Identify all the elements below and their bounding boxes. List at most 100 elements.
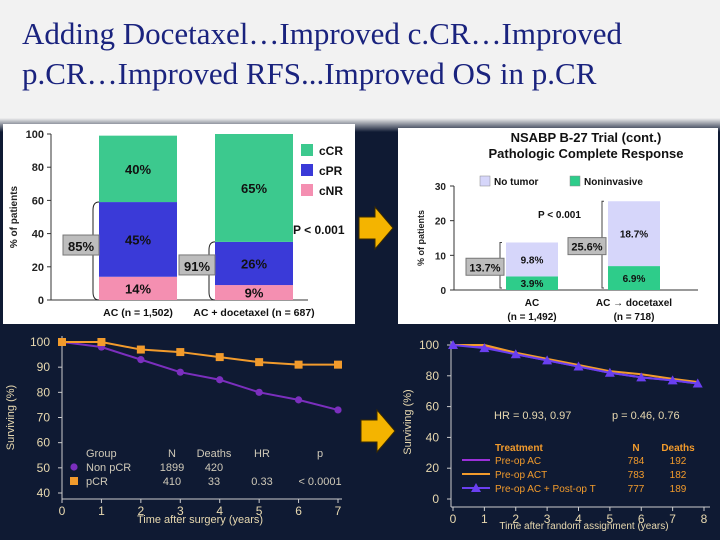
x-category-label: AC (n = 1,502) xyxy=(103,307,173,319)
x-category-sublabel: (n = 1,492) xyxy=(507,312,556,323)
x-tick-label: 3 xyxy=(544,512,551,526)
bar-segment xyxy=(608,201,660,267)
legend-swatch xyxy=(479,175,491,187)
data-point xyxy=(294,396,303,404)
pathologic-response-chart: NSABP B-27 Trial (cont.)Pathologic Compl… xyxy=(398,128,718,324)
bar-segment-cnr xyxy=(99,276,177,300)
table-header: Deaths xyxy=(661,443,695,454)
table-cell: 420 xyxy=(205,462,223,474)
table-cell: Pre-op ACT xyxy=(495,470,547,481)
x-tick-label: 0 xyxy=(450,512,457,526)
x-tick-label: 4 xyxy=(575,512,582,526)
legend-swatch xyxy=(301,184,313,196)
y-tick-label: 10 xyxy=(435,251,447,262)
bar-segment-ccr xyxy=(99,135,177,203)
table-cell: 192 xyxy=(670,456,687,467)
legend-label: No tumor xyxy=(494,177,539,188)
chart-background xyxy=(398,128,718,324)
data-point xyxy=(510,349,521,359)
data-point xyxy=(58,338,66,346)
data-point xyxy=(636,372,647,382)
table-cell: Pre-op AC xyxy=(495,456,541,467)
bar-data-label: 18.7% xyxy=(620,230,648,241)
x-axis-label: Time after surgery (years) xyxy=(137,514,263,526)
chart-background xyxy=(3,124,355,324)
y-tick-label: 0 xyxy=(38,295,44,307)
data-point xyxy=(137,356,145,364)
series-line xyxy=(62,341,338,366)
table-header: Deaths xyxy=(197,448,232,460)
legend-marker xyxy=(471,483,481,492)
bar-data-label: 65% xyxy=(241,181,267,196)
x-tick-label: 7 xyxy=(335,504,342,518)
data-point xyxy=(334,406,342,414)
table-cell: Pre-op AC + Post-op T xyxy=(495,484,596,495)
x-tick-label: 0 xyxy=(59,504,66,518)
table-header: p xyxy=(317,448,323,460)
y-tick-label: 100 xyxy=(30,335,50,349)
table-header: N xyxy=(168,448,176,460)
x-category-label: AC xyxy=(525,298,539,309)
chart-title: NSABP B-27 Trial (cont.) xyxy=(511,130,662,145)
data-point xyxy=(136,345,145,354)
x-category-label: AC → docetaxel xyxy=(596,298,672,309)
y-axis-label: % of patients xyxy=(9,185,20,248)
bar-data-label: 9.8% xyxy=(521,255,544,266)
slide-title: Adding Docetaxel…Improved c.CR…Improved … xyxy=(22,14,712,94)
clinical-response-chart: 0 20 40 60 80 100 % of patients 14% 45% 40% AC (n … xyxy=(3,124,355,324)
y-tick-label: 60 xyxy=(37,436,51,450)
y-tick-label: 20 xyxy=(426,461,440,475)
bracket-label: 25.6% xyxy=(571,242,602,254)
x-tick-label: 1 xyxy=(481,512,488,526)
y-tick-label: 100 xyxy=(26,129,44,141)
p-value-annotation: p = 0.46, 0.76 xyxy=(612,410,680,422)
y-tick-label: 50 xyxy=(37,461,51,475)
title-line-1: Adding Docetaxel…Improved c.CR…Improved xyxy=(22,16,623,51)
data-point xyxy=(448,340,458,349)
bar-data-label: 9% xyxy=(245,286,264,301)
data-point xyxy=(604,367,615,377)
table-header: HR xyxy=(254,448,270,460)
x-tick-label: 7 xyxy=(669,512,676,526)
p-value-annotation: P < 0.001 xyxy=(293,223,345,237)
bracket-label: 91% xyxy=(184,259,210,274)
data-point xyxy=(216,376,224,384)
data-point xyxy=(215,353,224,362)
survival-by-treatment-chart: 0 20 40 60 80 100 0 1 2 3 4 5 6 7 8 Surviving (%) Time a… xyxy=(402,338,710,532)
x-tick-label: 5 xyxy=(607,512,614,526)
legend-label: Noninvasive xyxy=(584,177,643,188)
bar-segment xyxy=(608,266,660,290)
data-point xyxy=(542,355,553,365)
x-category-sublabel: (n = 718) xyxy=(614,312,655,323)
y-tick-label: 60 xyxy=(426,400,440,414)
x-tick-label: 6 xyxy=(295,504,302,518)
y-tick-label: 0 xyxy=(432,492,439,506)
bar-data-label: 40% xyxy=(125,162,151,177)
bar-data-label: 45% xyxy=(125,232,151,247)
table-cell: 410 xyxy=(163,476,181,488)
table-header: N xyxy=(632,443,639,454)
x-tick-label: 2 xyxy=(512,512,519,526)
bar-data-label: 6.9% xyxy=(623,274,646,285)
arrow-right-icon xyxy=(360,408,396,454)
y-tick-label: 90 xyxy=(37,360,51,374)
x-category-label: AC + docetaxel (n = 687) xyxy=(193,307,314,319)
bar-segment xyxy=(506,276,558,290)
legend-swatch xyxy=(301,164,313,176)
bar-segment-cnr xyxy=(215,285,293,300)
table-cell: 189 xyxy=(670,484,687,495)
p-value-annotation: P < 0.001 xyxy=(538,210,581,221)
data-point xyxy=(97,338,106,346)
data-point xyxy=(255,358,264,367)
bar-segment-cpr xyxy=(99,202,177,277)
x-tick-label: 1 xyxy=(98,504,105,518)
hr-annotation: HR = 0.93, 0.97 xyxy=(494,410,571,422)
bracket-badge xyxy=(567,237,607,256)
bar-segment-cpr xyxy=(215,241,293,286)
table-cell: 0.33 xyxy=(251,476,272,488)
legend-marker xyxy=(70,463,78,471)
y-tick-label: 30 xyxy=(435,182,447,193)
legend-swatch xyxy=(301,144,313,156)
chart-subtitle: Pathologic Complete Response xyxy=(488,146,683,161)
data-point xyxy=(176,348,185,357)
